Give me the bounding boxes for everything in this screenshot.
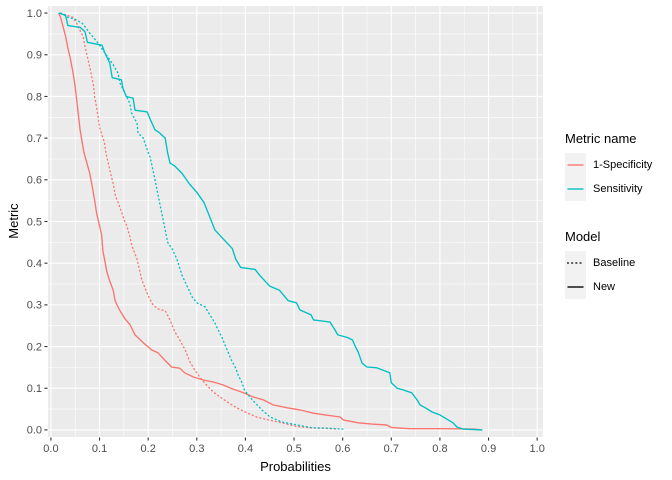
legend: Metric name 1-Specificity Sensitivity Model… — [559, 131, 671, 327]
legend-entry-new: New — [559, 275, 671, 299]
y-tick-label: 0.9 — [27, 50, 42, 62]
x-tick-label: 0.5 — [286, 443, 301, 455]
x-tick-label: 0.0 — [43, 443, 58, 455]
legend-entry-label: Baseline — [593, 257, 636, 269]
x-tick-label: 0.4 — [238, 443, 253, 455]
x-axis-title: Probabilities — [260, 459, 331, 474]
x-tick-label: 0.6 — [335, 443, 350, 455]
x-tick-label: 0.2 — [141, 443, 156, 455]
legend-key-solid-line-icon — [565, 275, 586, 299]
series-line-sensitivity-baseline — [59, 12, 344, 430]
legend-title: Model — [565, 229, 601, 244]
legend-group-metric-name: Metric name 1-Specificity Sensitivity — [559, 131, 671, 201]
legend-entry-1-specificity: 1-Specificity — [559, 153, 671, 177]
x-tick-label: 0.1 — [92, 443, 107, 455]
y-tick-label: 0.3 — [27, 300, 42, 312]
x-tick-label: 1.0 — [530, 443, 545, 455]
legend-key-solid-line-icon — [565, 153, 586, 177]
legend-key-solid-line-icon — [565, 177, 586, 201]
legend-entry-label: Sensitivity — [593, 183, 643, 195]
legend-entry-label: New — [593, 281, 616, 293]
y-tick-label: 1.0 — [27, 8, 42, 20]
legend-entry-baseline: Baseline — [559, 251, 671, 275]
legend-title: Metric name — [565, 131, 637, 146]
y-tick-label: 0.6 — [27, 175, 42, 187]
x-tick-label: 0.3 — [189, 443, 204, 455]
y-tick-label: 0.4 — [27, 258, 42, 270]
y-tick-label: 0.2 — [27, 341, 42, 353]
y-tick-label: 0.0 — [27, 425, 42, 437]
y-axis-title: Metric — [6, 203, 21, 239]
legend-entry-label: 1-Specificity — [593, 159, 653, 171]
y-tick-label: 0.7 — [27, 133, 42, 145]
y-tick-label: 0.8 — [27, 91, 42, 103]
y-tick-label: 0.1 — [27, 383, 42, 395]
y-tick-label: 0.5 — [27, 216, 42, 228]
series-line-1-specificity-new — [58, 12, 483, 431]
series-line-1-specificity-baseline — [59, 12, 339, 430]
legend-group-model: Model Baseline New — [559, 229, 671, 299]
legend-entry-sensitivity: Sensitivity — [559, 177, 671, 201]
x-tick-label: 0.7 — [384, 443, 399, 455]
legend-key-dotted-line-icon — [565, 251, 586, 275]
x-tick-label: 0.8 — [432, 443, 447, 455]
series-line-sensitivity-new — [58, 12, 483, 431]
x-tick-label: 0.9 — [481, 443, 496, 455]
